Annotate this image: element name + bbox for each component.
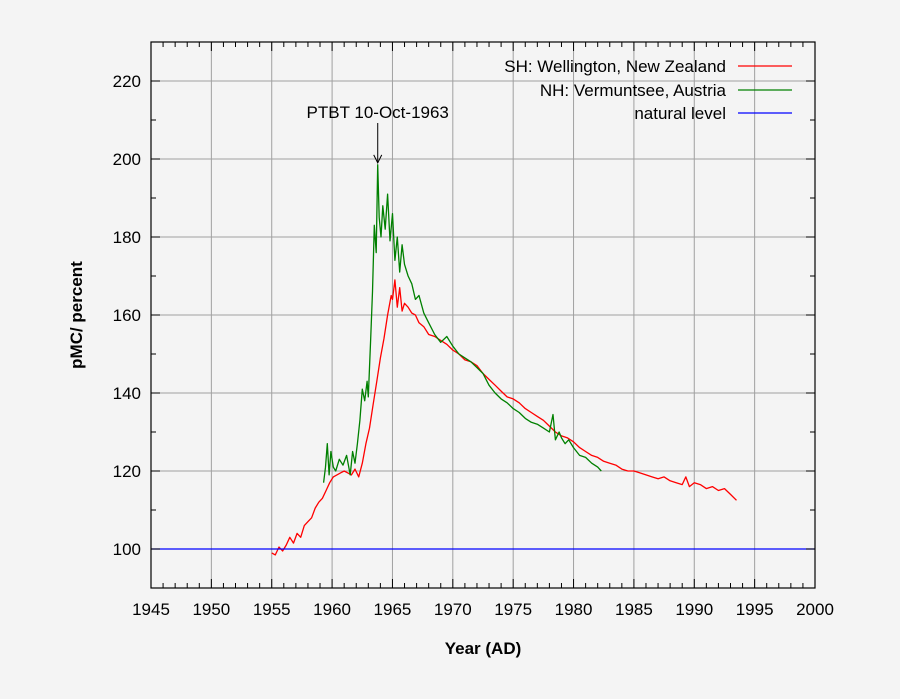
series-group (151, 164, 815, 556)
legend: SH: Wellington, New Zealand NH: Vermunts… (504, 57, 792, 123)
x-tick-label: 1995 (736, 600, 774, 619)
y-tick-label: 200 (113, 150, 141, 169)
y-axis-title: pMC/ percent (67, 261, 86, 369)
x-tick-label: 1960 (313, 600, 351, 619)
x-tick-label: 1950 (192, 600, 230, 619)
annotation-label: PTBT 10-Oct-1963 (307, 103, 449, 122)
y-tick-label: 220 (113, 72, 141, 91)
x-tick-label: 1990 (675, 600, 713, 619)
y-tick-label: 180 (113, 228, 141, 247)
annotation-arrow-head (373, 154, 383, 165)
x-tick-label: 1955 (253, 600, 291, 619)
x-axis-title: Year (AD) (445, 639, 522, 658)
y-tick-label: 160 (113, 306, 141, 325)
annotation: PTBT 10-Oct-1963 (307, 103, 449, 165)
x-tick-label: 1975 (494, 600, 532, 619)
legend-label-natural-level: natural level (634, 104, 726, 123)
legend-label-vermuntsee: NH: Vermuntsee, Austria (540, 81, 727, 100)
series-line-0 (271, 279, 737, 556)
x-tick-label: 1980 (555, 600, 593, 619)
ticks: 1945 1950 1955 1960 1965 1970 1975 1980 1985 1990… (113, 41, 834, 619)
y-tick-label: 120 (113, 462, 141, 481)
y-tick-label: 140 (113, 384, 141, 403)
series-line-1 (322, 164, 602, 483)
x-tick-label: 1965 (374, 600, 412, 619)
x-tick-label: 1970 (434, 600, 472, 619)
y-tick-label: 100 (113, 540, 141, 559)
x-tick-label: 1985 (615, 600, 653, 619)
x-tick-label: 2000 (796, 600, 834, 619)
x-tick-label: 1945 (132, 600, 170, 619)
legend-label-wellington: SH: Wellington, New Zealand (504, 57, 726, 76)
grid (151, 42, 815, 588)
